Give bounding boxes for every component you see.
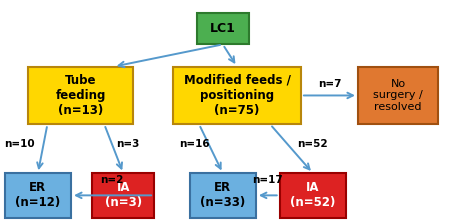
Text: n=7: n=7	[318, 79, 341, 89]
Text: Tube
feeding
(n=13): Tube feeding (n=13)	[55, 74, 106, 117]
FancyBboxPatch shape	[5, 173, 71, 218]
Text: Modified feeds /
positioning
(n=75): Modified feeds / positioning (n=75)	[183, 74, 291, 117]
Text: n=52: n=52	[298, 139, 328, 149]
FancyBboxPatch shape	[280, 173, 346, 218]
FancyBboxPatch shape	[28, 67, 133, 124]
Text: n=16: n=16	[179, 139, 210, 149]
Text: ER
(n=12): ER (n=12)	[15, 181, 61, 209]
FancyBboxPatch shape	[190, 173, 256, 218]
FancyBboxPatch shape	[197, 13, 249, 44]
Text: ER
(n=33): ER (n=33)	[200, 181, 246, 209]
Text: IA
(n=52): IA (n=52)	[290, 181, 336, 209]
FancyBboxPatch shape	[173, 67, 301, 124]
Text: n=3: n=3	[116, 139, 140, 149]
FancyBboxPatch shape	[92, 173, 154, 218]
Text: No
surgery /
resolved: No surgery / resolved	[374, 79, 423, 112]
Text: IA
(n=3): IA (n=3)	[105, 181, 142, 209]
Text: n=17: n=17	[253, 175, 283, 185]
Text: n=2: n=2	[100, 175, 123, 185]
Text: n=10: n=10	[4, 139, 34, 149]
FancyBboxPatch shape	[358, 67, 438, 124]
Text: LC1: LC1	[210, 22, 236, 35]
